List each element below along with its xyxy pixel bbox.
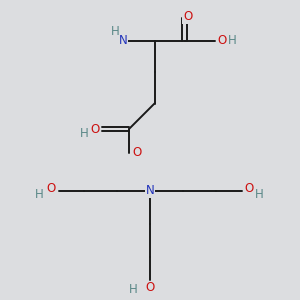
Text: N: N xyxy=(118,34,127,47)
Text: O: O xyxy=(47,182,56,196)
Text: O: O xyxy=(146,281,154,294)
Text: O: O xyxy=(132,146,141,160)
Text: O: O xyxy=(244,182,253,196)
Text: H: H xyxy=(111,25,120,38)
Text: H: H xyxy=(255,188,264,202)
Text: H: H xyxy=(35,188,44,202)
Text: H: H xyxy=(80,127,89,140)
Text: O: O xyxy=(183,10,192,23)
Text: H: H xyxy=(129,283,138,296)
Text: N: N xyxy=(146,184,154,197)
Text: O: O xyxy=(217,34,226,47)
Text: O: O xyxy=(90,122,100,136)
Text: H: H xyxy=(227,34,236,47)
